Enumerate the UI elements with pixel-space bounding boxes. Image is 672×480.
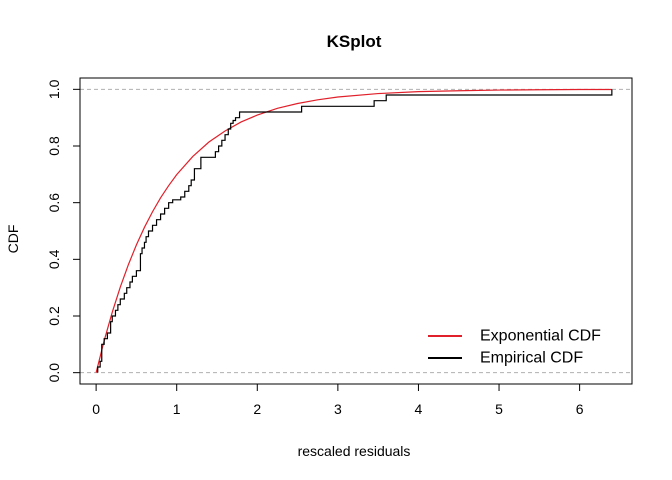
empirical-cdf-line: [97, 89, 613, 373]
series-layer: [95, 88, 613, 373]
legend-label: Empirical CDF: [480, 350, 583, 367]
x-axis-label: rescaled residuals: [298, 443, 411, 459]
y-tick-label: 0.0: [46, 363, 62, 383]
y-tick-label: 0.2: [46, 306, 62, 326]
x-axis: 0 1 2 3 4 5 6: [92, 383, 584, 417]
y-axis-label: CDF: [5, 225, 21, 254]
x-tick-label: 0: [92, 401, 100, 417]
x-tick-label: 4: [415, 401, 423, 417]
x-tick-label: 5: [495, 401, 503, 417]
legend: Exponential CDF Empirical CDF: [428, 328, 601, 367]
exponential-cdf-line: [95, 88, 612, 373]
y-tick-label: 0.6: [46, 193, 62, 213]
x-tick-label: 6: [576, 401, 584, 417]
x-tick-label: 2: [253, 401, 261, 417]
y-axis: 0.0 0.2 0.4 0.6 0.8 1.0: [46, 79, 81, 383]
x-tick-label: 3: [334, 401, 342, 417]
y-tick-label: 0.4: [46, 249, 62, 269]
chart-title: KSplot: [327, 32, 382, 51]
x-tick-label: 1: [173, 401, 181, 417]
reference-lines: [80, 88, 632, 374]
y-tick-label: 0.8: [46, 136, 62, 156]
legend-label: Exponential CDF: [480, 328, 601, 345]
y-tick-label: 1.0: [46, 79, 62, 99]
